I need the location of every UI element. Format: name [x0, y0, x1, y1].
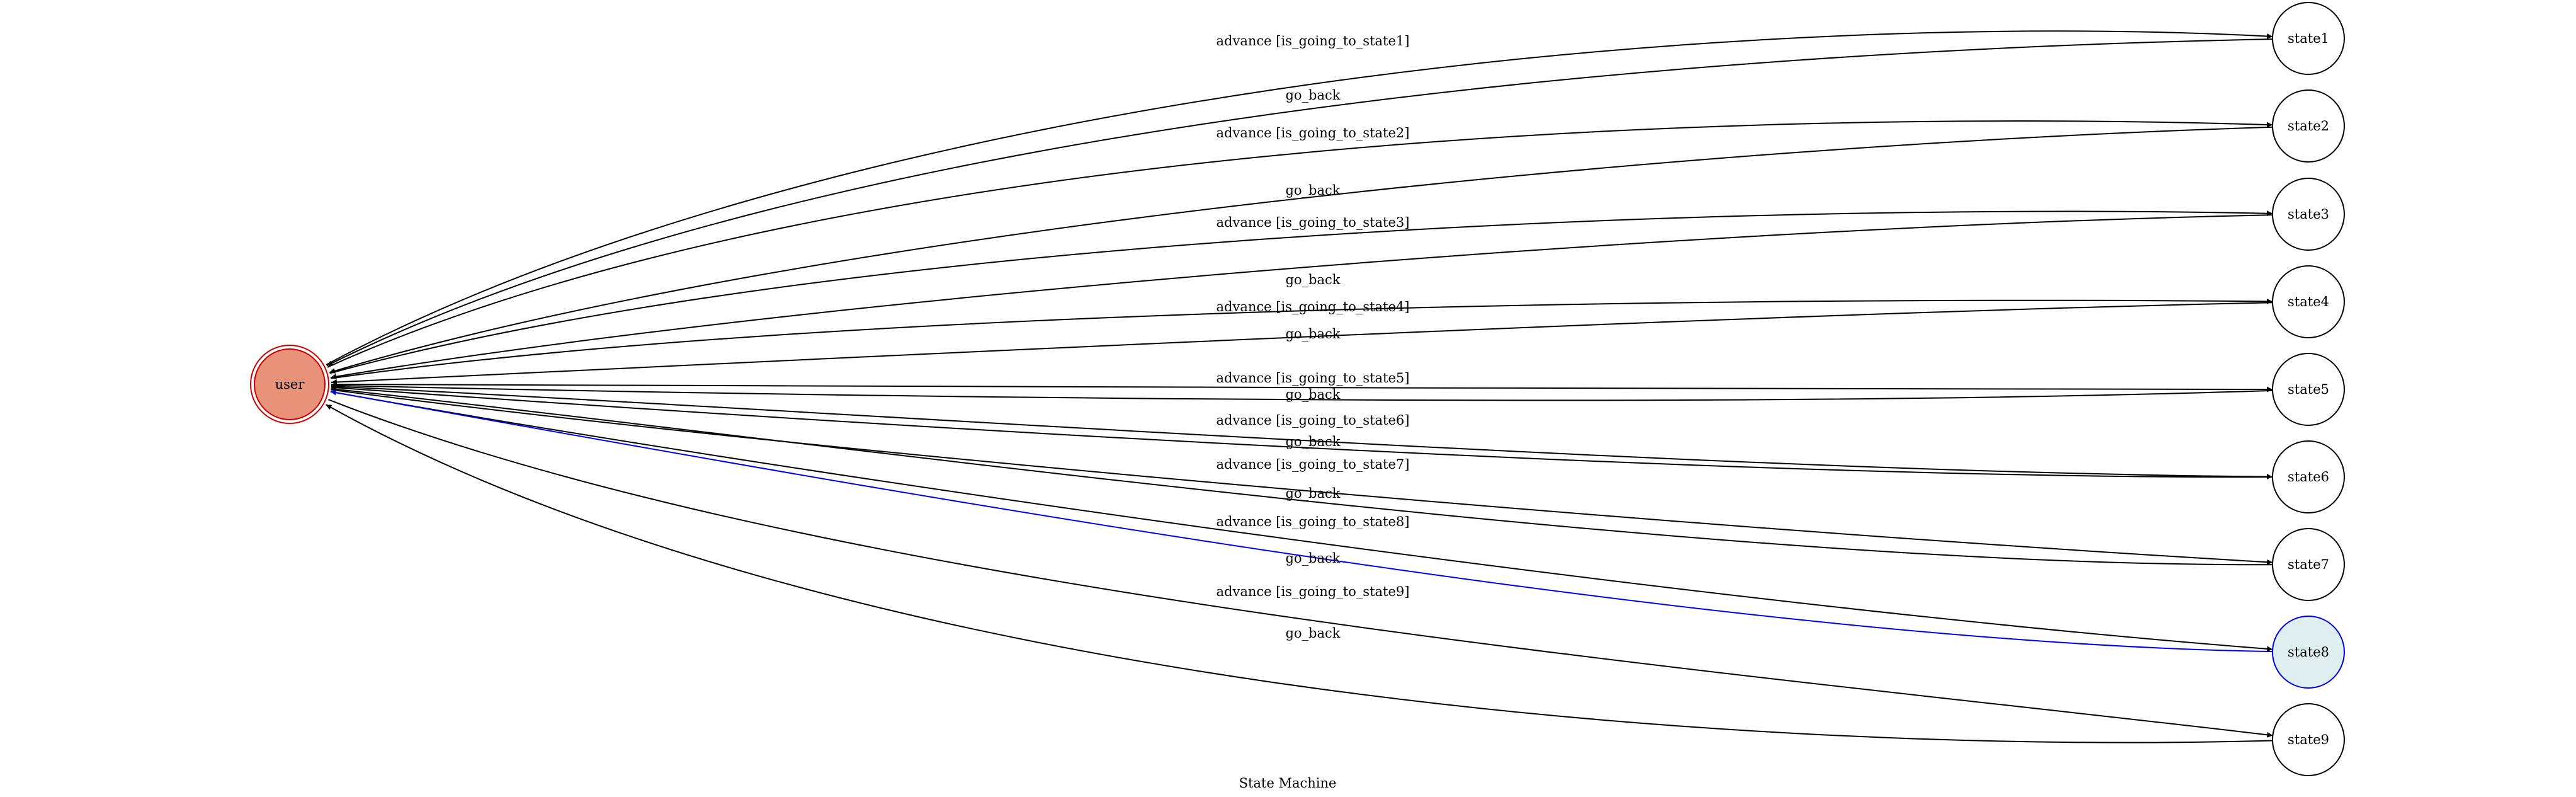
edge-line	[330, 389, 2273, 653]
node-state1[interactable]: state1	[2272, 2, 2345, 75]
edge-line	[331, 384, 2273, 393]
edge-user-to-state8: advance [is_going_to_state8]	[330, 391, 2273, 652]
node-state6[interactable]: state6	[2272, 440, 2345, 513]
edge-state8-to-user: go_back	[330, 389, 2273, 653]
edge-label: go_back	[1285, 551, 1340, 566]
edge-label: advance [is_going_to_state6]	[1217, 413, 1410, 428]
node-user[interactable]: user	[250, 345, 329, 424]
edge-label: go_back	[1285, 326, 1340, 341]
edge-label: advance [is_going_to_state1]	[1217, 33, 1410, 49]
edge-user-to-state5: advance [is_going_to_state5]	[331, 370, 2273, 393]
edge-label: go_back	[1285, 183, 1340, 198]
node-label: state4	[2288, 294, 2329, 309]
edge-label: go_back	[1285, 434, 1340, 449]
edge-label: advance [is_going_to_state3]	[1217, 215, 1410, 230]
node-state8[interactable]: state8	[2272, 616, 2345, 689]
edge-state2-to-user: go_back	[329, 126, 2273, 374]
edge-label: advance [is_going_to_state9]	[1217, 584, 1410, 599]
node-label: state8	[2288, 645, 2329, 660]
node-circle	[2272, 2, 2345, 75]
edge-user-to-state7: advance [is_going_to_state7]	[331, 389, 2273, 565]
node-circle	[2272, 616, 2345, 689]
edge-label: go_back	[1285, 626, 1340, 641]
node-outer-ring	[250, 345, 329, 424]
node-circle	[2272, 528, 2345, 601]
edge-label: advance [is_going_to_state4]	[1217, 299, 1410, 314]
edge-user-to-state2: advance [is_going_to_state2]	[327, 120, 2273, 368]
edge-state7-to-user: go_back	[331, 386, 2273, 566]
nodes-layer: user state1 state2 state3 state4 state5 state6…	[250, 2, 2345, 776]
edge-line	[329, 126, 2273, 374]
edge-line	[331, 382, 2273, 401]
edge-line	[331, 389, 2273, 565]
edge-line	[330, 391, 2273, 652]
node-circle	[2272, 89, 2345, 163]
edge-line	[329, 210, 2273, 374]
edge-user-to-state6: advance [is_going_to_state6]	[331, 386, 2273, 480]
edge-user-to-state9: advance [is_going_to_state9]	[328, 399, 2273, 738]
edge-user-to-state1: advance [is_going_to_state1]	[326, 30, 2273, 365]
node-state2[interactable]: state2	[2272, 89, 2345, 163]
edge-line	[327, 120, 2273, 368]
edge-state6-to-user: go_back	[331, 384, 2273, 478]
edge-state4-to-user: go_back	[331, 302, 2273, 385]
edge-label: advance [is_going_to_state8]	[1217, 514, 1410, 529]
node-state5[interactable]: state5	[2272, 353, 2345, 426]
node-state9[interactable]: state9	[2272, 703, 2345, 776]
node-circle	[2272, 353, 2345, 426]
edges-layer: advance [is_going_to_state1]go_backadvan…	[326, 30, 2273, 743]
edge-state9-to-user: go_back	[326, 404, 2273, 743]
node-circle	[2272, 178, 2345, 251]
node-state7[interactable]: state7	[2272, 528, 2345, 601]
edge-line	[331, 384, 2273, 478]
node-label: state9	[2288, 732, 2329, 747]
edge-state5-to-user: go_back	[331, 382, 2273, 402]
diagram-caption: State Machine	[1239, 776, 1337, 791]
edge-line	[331, 386, 2273, 480]
edge-user-to-state3: advance [is_going_to_state3]	[329, 210, 2273, 374]
node-label: state6	[2288, 469, 2329, 485]
edge-label: go_back	[1285, 88, 1340, 103]
node-label: state5	[2288, 382, 2329, 397]
edge-line	[326, 404, 2273, 743]
node-circle	[2272, 703, 2345, 776]
edge-label: advance [is_going_to_state7]	[1217, 457, 1410, 472]
edge-line	[326, 38, 2273, 367]
node-state4[interactable]: state4	[2272, 265, 2345, 338]
edge-label: go_back	[1285, 387, 1340, 402]
edge-label: go_back	[1285, 486, 1340, 501]
edge-label: advance [is_going_to_state5]	[1217, 370, 1410, 386]
edge-label: go_back	[1285, 272, 1340, 287]
edge-line	[328, 399, 2273, 738]
node-state3[interactable]: state3	[2272, 178, 2345, 251]
edge-state1-to-user: go_back	[326, 38, 2273, 367]
edge-line	[330, 214, 2273, 380]
node-circle	[254, 348, 326, 420]
edge-state3-to-user: go_back	[330, 214, 2273, 380]
edge-line	[331, 386, 2273, 566]
node-label: state7	[2288, 557, 2329, 572]
edge-user-to-state4: advance [is_going_to_state4]	[331, 298, 2273, 379]
edge-line	[331, 298, 2273, 379]
node-circle	[2272, 440, 2345, 513]
node-label: state3	[2288, 207, 2329, 222]
edge-line	[331, 302, 2273, 385]
edge-label: advance [is_going_to_state2]	[1217, 125, 1410, 140]
node-label: state1	[2288, 31, 2329, 46]
node-label: user	[275, 377, 305, 392]
node-label: state2	[2288, 118, 2329, 134]
edge-line	[326, 30, 2273, 365]
node-circle	[2272, 265, 2345, 338]
